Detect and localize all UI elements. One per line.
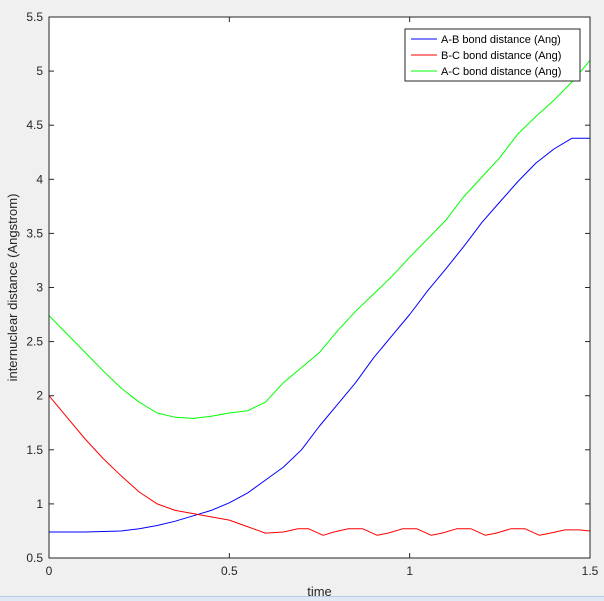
y-tick-label: 4.5 — [26, 118, 43, 132]
y-tick-label: 3 — [36, 281, 43, 295]
y-tick-label: 1 — [36, 497, 43, 511]
legend-entry-2: A-C bond distance (Ang) — [441, 66, 561, 78]
series-line-0 — [49, 137, 590, 533]
x-tick-label: 0.5 — [221, 564, 238, 578]
x-axis-label: time — [307, 584, 332, 599]
y-tick-label: 4 — [36, 172, 43, 186]
series-line-1 — [48, 395, 591, 536]
y-tick-label: 5 — [36, 64, 43, 78]
y-tick-label: 1.5 — [26, 443, 43, 457]
y-tick-label: 2 — [36, 389, 43, 403]
y-tick-label: 0.5 — [26, 551, 43, 565]
y-axis-label: internuclear distance (Angstrom) — [5, 194, 20, 382]
series-line-2 — [48, 59, 591, 419]
y-tick-label: 5.5 — [26, 10, 43, 24]
x-tick-label: 0 — [46, 564, 53, 578]
axes-layer: 0 0.5 1 1.50.511.522.533.544.555.5timeinter… — [5, 10, 599, 599]
legend-entry-0: A-B bond distance (Ang) — [441, 34, 561, 46]
legend: A-B bond distance (Ang) B-C bond distance… — [404, 28, 581, 82]
legend-entry-1: B-C bond distance (Ang) — [441, 50, 561, 62]
series-layer — [48, 59, 591, 536]
x-tick-label: 1.5 — [582, 564, 599, 578]
window-bottom-strip — [0, 596, 604, 601]
y-tick-label: 2.5 — [26, 335, 43, 349]
plot-area — [49, 17, 590, 558]
x-tick-label: 1 — [406, 564, 413, 578]
y-tick-label: 3.5 — [26, 226, 43, 240]
